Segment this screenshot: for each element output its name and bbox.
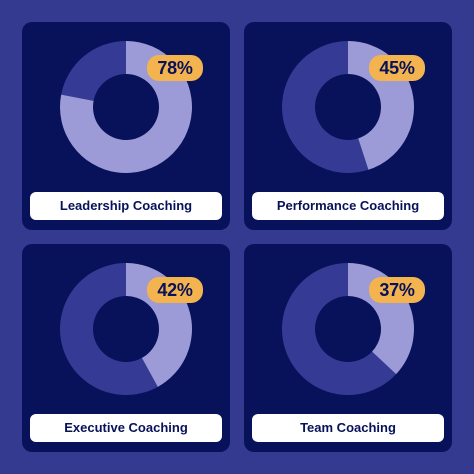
percent-badge: 45% xyxy=(369,55,425,81)
percent-badge: 37% xyxy=(369,277,425,303)
chart-label: Executive Coaching xyxy=(30,414,222,442)
donut-remainder-segment xyxy=(61,41,127,101)
team-coaching-card: 37% Team Coaching xyxy=(244,244,452,452)
donut-remainder-segment xyxy=(60,263,158,395)
donut-remainder-segment xyxy=(282,41,369,173)
chart-label: Leadership Coaching xyxy=(30,192,222,220)
leadership-coaching-card: 78% Leadership Coaching xyxy=(22,22,230,230)
chart-label: Team Coaching xyxy=(252,414,444,442)
chart-label: Performance Coaching xyxy=(252,192,444,220)
executive-coaching-card: 42% Executive Coaching xyxy=(22,244,230,452)
percent-badge: 42% xyxy=(147,277,203,303)
donut-remainder-segment xyxy=(282,263,397,395)
performance-coaching-card: 45% Performance Coaching xyxy=(244,22,452,230)
percent-badge: 78% xyxy=(147,55,203,81)
